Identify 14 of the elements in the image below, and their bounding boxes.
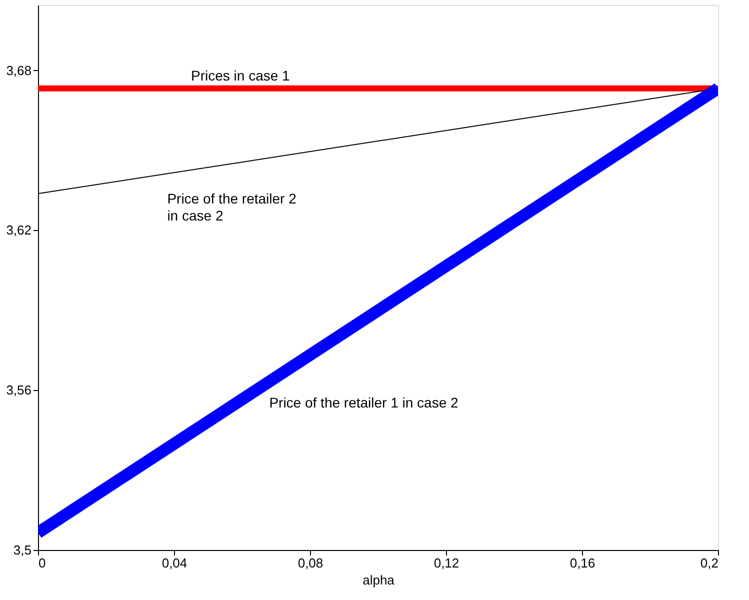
x-tick-label: 0,04: [162, 556, 188, 570]
y-tick-label: 3,5: [13, 542, 32, 558]
series-label: Price of the retailer 1 in case 2: [269, 394, 459, 411]
series-label: Prices in case 1: [191, 67, 290, 84]
y-tick-label: 3,62: [6, 222, 32, 238]
x-tick-label: 0,08: [298, 556, 324, 570]
x-tick-label: 0,12: [434, 556, 460, 570]
x-tick-label: 0,2: [700, 556, 718, 570]
series-label: Price of the retailer 2 in case 2: [167, 190, 297, 224]
y-tick-label: 3,68: [6, 62, 32, 78]
x-axis-title: alpha: [362, 572, 396, 588]
x-tick-label: 0,16: [570, 556, 596, 570]
y-tick-label: 3,56: [6, 382, 32, 398]
x-tick-label: 0: [38, 556, 46, 570]
